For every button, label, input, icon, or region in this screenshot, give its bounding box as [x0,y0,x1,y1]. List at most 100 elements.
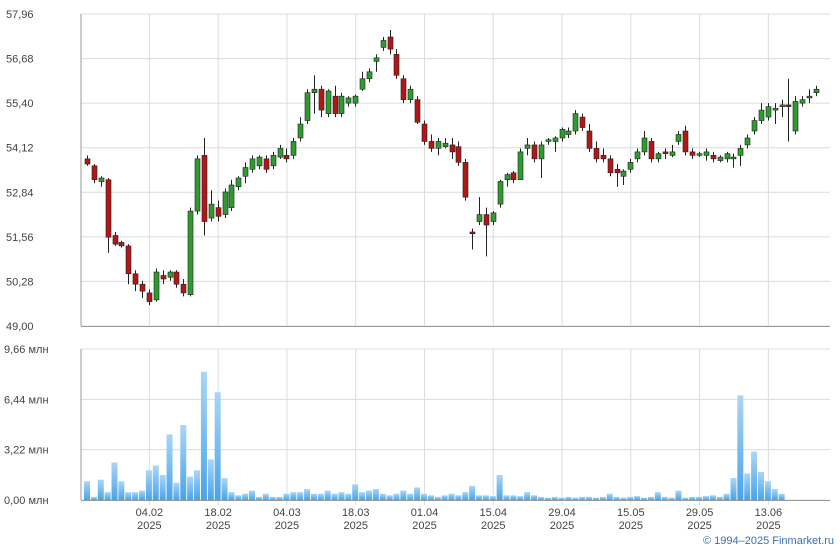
candle-down [112,235,119,245]
volume-tick-label: 9,66 млн [4,344,49,356]
volume-bar [510,495,517,500]
volume-bar [365,490,372,500]
candle-up [373,57,380,62]
candle-up [311,88,318,93]
candle-up [524,144,531,149]
x-tick-year: 2025 [619,520,643,532]
volume-tick-label: 0,00 млн [4,495,49,507]
volume-bar [613,496,620,500]
volume-bar [709,495,716,500]
candle-up [765,106,772,118]
volume-bar [221,478,228,500]
volume-bar [125,492,132,500]
volume-bar [379,493,386,500]
candle-up [669,151,676,156]
volume-bar [696,496,703,500]
candle-down [455,146,462,163]
candle-up [799,99,806,104]
candle-down [614,169,621,174]
candle-up [325,90,332,114]
volume-bar [682,497,689,500]
volume-bar [592,497,599,500]
candle-up [655,153,662,160]
volume-bar [462,492,469,500]
candle-up [366,71,373,80]
volume-tick-label: 3,22 млн [4,445,49,457]
x-tick-year: 2025 [137,520,161,532]
candle-up [751,120,758,132]
volume-bar [132,492,139,500]
candle-down [579,116,586,128]
candle-up [338,95,345,114]
volume-bar [338,492,345,500]
volume-bar [572,497,579,500]
volume-bar [104,492,111,500]
candle-up [256,156,263,167]
volume-bar [214,392,221,500]
volume-bar [200,371,207,500]
volume-bar [641,497,648,500]
candle-down [414,99,421,123]
candle-up [717,156,724,161]
volume-bar [139,490,146,500]
volume-bar [544,497,551,500]
candle-down [84,158,91,165]
x-tick-year: 2025 [687,520,711,532]
volume-bar [565,496,572,500]
price-tick-label: 49,00 [6,321,34,333]
volume-bar [702,496,709,500]
candle-up [442,142,449,147]
volume-bar [152,465,159,500]
volume-bar [675,490,682,500]
volume-tick-label: 6,44 млн [4,394,49,406]
volume-bar [476,495,483,500]
candle-down [125,245,132,275]
volume-bar [469,485,476,500]
candle-up [730,156,737,160]
candle-down [449,144,456,153]
candle-down [593,148,600,160]
volume-bar [771,489,778,500]
x-tick-date: 18.02 [204,507,232,519]
volume-bar [187,476,194,500]
volume-bar [455,495,462,500]
volume-bar [627,496,634,500]
volume-bar [496,474,503,500]
volume-bar [242,493,249,500]
copyright-text: © 1994–2025 Finmarket.ru [702,535,834,547]
volume-bar [668,497,675,500]
volume-bar [194,470,201,500]
candle-up [552,137,559,142]
volume-bar [778,493,785,500]
x-tick-year: 2025 [481,520,505,532]
volume-bar [723,493,730,500]
candle-up [517,151,524,181]
volume-bar [414,487,421,500]
volume-bar [744,473,751,500]
volume-bar [249,490,256,500]
volume-bar [111,462,118,500]
x-tick-year: 2025 [756,520,780,532]
volume-bar [118,481,125,500]
volume-bar [434,496,441,500]
candle-down [160,275,167,280]
candle-down [400,78,407,100]
candle-up [359,78,366,90]
volume-bar [558,497,565,500]
price-tick-label: 51,56 [6,232,34,244]
candle-down [586,130,593,149]
candle-up [806,95,813,99]
candle-up [545,139,552,142]
candle-up [242,167,249,177]
volume-bar [269,496,276,500]
volume-bar [737,395,744,500]
volume-bar [400,490,407,500]
volume-bar [97,479,104,500]
volume-bar [524,492,531,500]
candle-down [682,130,689,153]
candle-up [779,104,786,107]
candle-down [607,158,614,174]
candle-up [407,88,414,100]
